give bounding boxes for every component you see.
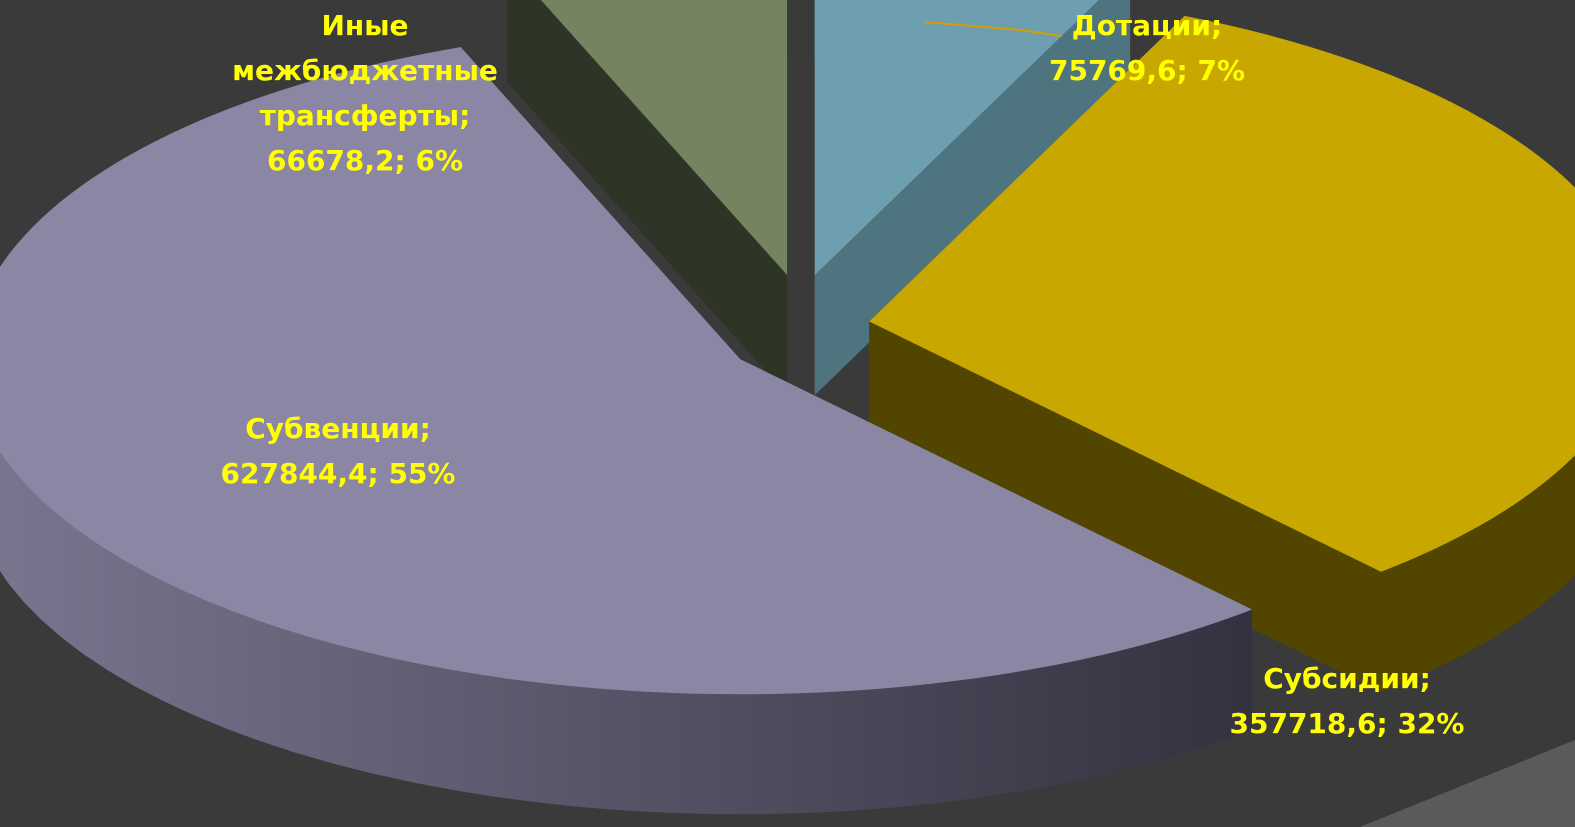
data-label-line: 357718,6; 32% [1230,707,1465,740]
data-label-line: Субвенции; [245,412,431,445]
data-label-line: межбюджетные [232,54,498,87]
data-label-line: Иные [321,9,408,42]
slice [540,0,788,275]
slice-side [0,47,1253,815]
data-label-line: трансферты; [260,99,471,132]
slice [869,15,1575,572]
data-label: Иные межбюджетные трансферты; 66678,2; 6% [232,9,498,177]
decoration [1360,740,1575,827]
data-label-line: Дотации; [1072,9,1223,42]
slice-wall [814,0,1131,396]
data-label: Субсидии; 357718,6; 32% [1230,662,1465,740]
slice [814,0,1099,276]
leader-line [924,21,1063,37]
slice-wall [507,0,788,395]
data-label: Дотации; 75769,6; 7% [1049,9,1245,87]
slice [0,47,1253,695]
data-label-line: Субсидии; [1263,662,1431,695]
data-labels: Дотации; 75769,6; 7% Субсидии; 357718,6; 32… [221,9,1465,740]
data-label: Субвенции; 627844,4; 55% [221,412,456,490]
slice-wall [869,321,1381,692]
data-label-line: 75769,6; 7% [1049,54,1245,87]
data-label-line: 66678,2; 6% [267,144,463,177]
data-label-line: 627844,4; 55% [221,457,456,490]
